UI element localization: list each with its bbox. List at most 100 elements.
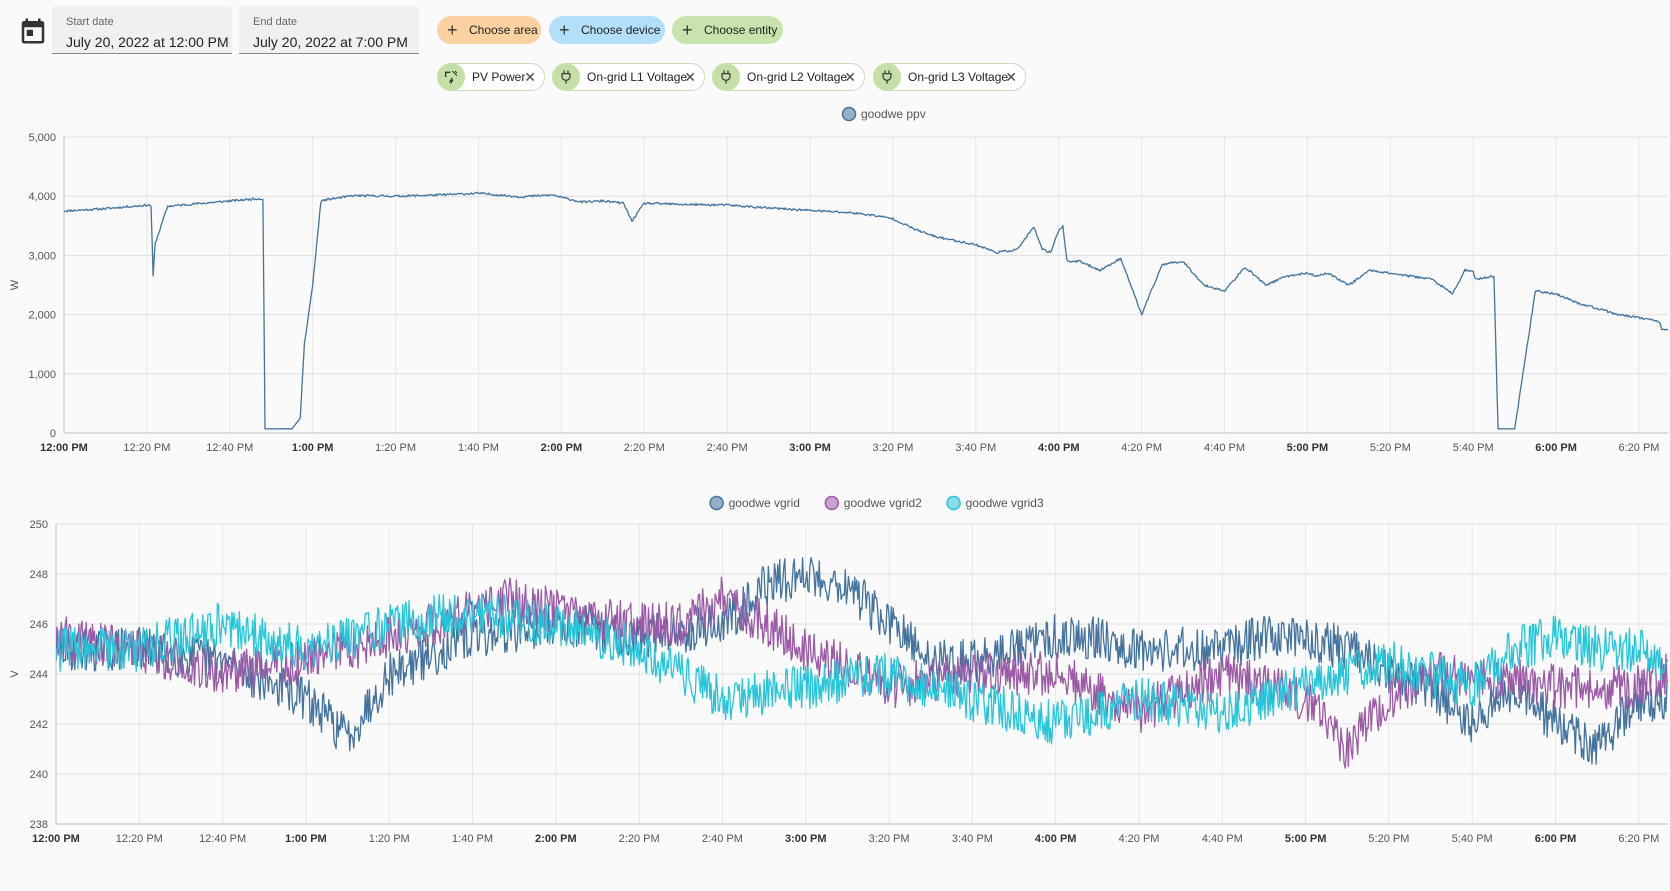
- x-tick-label: 2:20 PM: [619, 833, 660, 845]
- x-tick-label: 12:40 PM: [206, 442, 253, 454]
- legend-item[interactable]: goodwe ppv: [841, 106, 926, 122]
- plus-icon: +: [682, 20, 693, 40]
- x-tick-label: 6:00 PM: [1535, 833, 1577, 845]
- end-date-field[interactable]: End date July 20, 2022 at 7:00 PM: [239, 6, 419, 54]
- x-tick-label: 5:20 PM: [1370, 442, 1411, 454]
- y-tick-label: 248: [30, 569, 48, 581]
- x-tick-label: 6:20 PM: [1618, 833, 1659, 845]
- y-tick-label: 3,000: [28, 250, 56, 262]
- x-tick-label: 3:40 PM: [952, 833, 993, 845]
- legend-label: goodwe vgrid3: [966, 496, 1044, 510]
- y-tick-label: 244: [30, 669, 48, 681]
- x-tick-label: 12:00 PM: [32, 833, 80, 845]
- x-tick-label: 1:20 PM: [369, 833, 410, 845]
- plug-icon: [552, 63, 580, 91]
- power-chart: 0 1,000 2,000 3,000 4,000 5,000 12:00 PM 12:20 …: [9, 106, 1668, 454]
- legend-label: goodwe vgrid2: [844, 496, 922, 510]
- close-icon[interactable]: ✕: [844, 69, 856, 85]
- end-date-value: July 20, 2022 at 7:00 PM: [253, 34, 408, 50]
- legend-swatch: [709, 495, 724, 511]
- calendar-icon[interactable]: [18, 16, 48, 46]
- y-tick-label: 1,000: [28, 369, 56, 381]
- x-tick-label: 5:40 PM: [1453, 442, 1494, 454]
- x-tick-label: 4:40 PM: [1202, 833, 1243, 845]
- x-tick-label: 4:00 PM: [1038, 442, 1080, 454]
- y-tick-label: 246: [30, 619, 48, 631]
- y-tick-label: 5,000: [28, 132, 56, 144]
- y-tick-label: 0: [50, 428, 56, 440]
- legend-label: goodwe ppv: [861, 107, 926, 121]
- x-tick-label: 2:00 PM: [541, 442, 583, 454]
- y-tick-label: 240: [30, 769, 48, 781]
- choose-device-button[interactable]: + Choose device: [549, 16, 665, 44]
- entity-chip-label: On-grid L1 Voltage: [587, 70, 688, 84]
- x-tick-label: 3:20 PM: [869, 833, 910, 845]
- x-tick-label: 4:40 PM: [1204, 442, 1245, 454]
- x-tick-label: 2:00 PM: [535, 833, 577, 845]
- y-axis-label: W: [9, 279, 21, 290]
- x-tick-label: 12:20 PM: [116, 833, 163, 845]
- choose-area-button[interactable]: + Choose area: [437, 16, 541, 44]
- series-line: [56, 593, 1668, 745]
- legend-item[interactable]: goodwe vgrid3: [946, 495, 1044, 511]
- x-tick-label: 3:20 PM: [872, 442, 913, 454]
- entity-chip-label: On-grid L2 Voltage: [747, 70, 848, 84]
- legend-swatch: [841, 106, 857, 122]
- start-date-field[interactable]: Start date July 20, 2022 at 12:00 PM: [52, 6, 232, 54]
- x-tick-label: 4:20 PM: [1119, 833, 1160, 845]
- legend-swatch: [946, 495, 961, 511]
- x-tick-label: 12:40 PM: [199, 833, 246, 845]
- x-tick-label: 12:00 PM: [40, 442, 88, 454]
- x-tick-label: 1:00 PM: [285, 833, 327, 845]
- entity-chip-l3-voltage[interactable]: On-grid L3 Voltage ✕: [873, 63, 1026, 91]
- choose-device-label: Choose device: [581, 23, 661, 37]
- plus-icon: +: [447, 20, 458, 40]
- y-tick-label: 238: [30, 819, 48, 831]
- start-date-value: July 20, 2022 at 12:00 PM: [66, 34, 229, 50]
- legend-label: goodwe vgrid: [729, 496, 800, 510]
- series-line: [64, 191, 1668, 430]
- y-axis-label: V: [9, 670, 21, 678]
- voltage-chart: 238 240 242 244 246 248 250 12:00 PM 12:20 PM 12:…: [9, 495, 1668, 845]
- y-tick-label: 242: [30, 719, 48, 731]
- x-tick-label: 4:20 PM: [1121, 442, 1162, 454]
- x-tick-label: 12:20 PM: [123, 442, 170, 454]
- legend-item[interactable]: goodwe vgrid: [709, 495, 800, 511]
- close-icon[interactable]: ✕: [524, 69, 536, 85]
- x-tick-label: 5:40 PM: [1452, 833, 1493, 845]
- entity-chip-l1-voltage[interactable]: On-grid L1 Voltage ✕: [552, 63, 705, 91]
- history-toolbar: Start date July 20, 2022 at 12:00 PM End…: [0, 0, 1670, 96]
- entity-chip-label: On-grid L3 Voltage: [908, 70, 1009, 84]
- plug-icon: [712, 63, 740, 91]
- x-tick-label: 2:40 PM: [702, 833, 743, 845]
- x-tick-label: 1:00 PM: [292, 442, 334, 454]
- entity-chip-pv-power[interactable]: PV Power ✕: [437, 63, 545, 91]
- x-tick-label: 3:40 PM: [955, 442, 996, 454]
- entity-chip-label: PV Power: [472, 70, 526, 84]
- solar-power-icon: [437, 63, 465, 91]
- x-tick-label: 6:00 PM: [1535, 442, 1577, 454]
- x-tick-label: 5:00 PM: [1287, 442, 1329, 454]
- y-tick-label: 4,000: [28, 191, 56, 203]
- x-tick-label: 3:00 PM: [789, 442, 831, 454]
- legend-item[interactable]: goodwe vgrid2: [824, 495, 922, 511]
- legend-swatch: [824, 495, 840, 511]
- x-tick-label: 6:20 PM: [1619, 442, 1660, 454]
- plug-icon: [873, 63, 901, 91]
- end-date-label: End date: [253, 16, 298, 28]
- x-tick-label: 2:40 PM: [707, 442, 748, 454]
- x-tick-label: 5:20 PM: [1368, 833, 1409, 845]
- choose-entity-label: Choose entity: [704, 23, 778, 37]
- plus-icon: +: [559, 20, 570, 40]
- choose-area-label: Choose area: [469, 23, 538, 37]
- start-date-label: Start date: [66, 16, 114, 28]
- calendar-glyph: [21, 18, 45, 44]
- close-icon[interactable]: ✕: [684, 69, 696, 85]
- choose-entity-button[interactable]: + Choose entity: [672, 16, 783, 44]
- x-tick-label: 5:00 PM: [1285, 833, 1327, 845]
- close-icon[interactable]: ✕: [1005, 69, 1017, 85]
- x-tick-label: 1:40 PM: [452, 833, 493, 845]
- y-tick-label: 2,000: [28, 310, 56, 322]
- x-tick-label: 1:40 PM: [458, 442, 499, 454]
- entity-chip-l2-voltage[interactable]: On-grid L2 Voltage ✕: [712, 63, 865, 91]
